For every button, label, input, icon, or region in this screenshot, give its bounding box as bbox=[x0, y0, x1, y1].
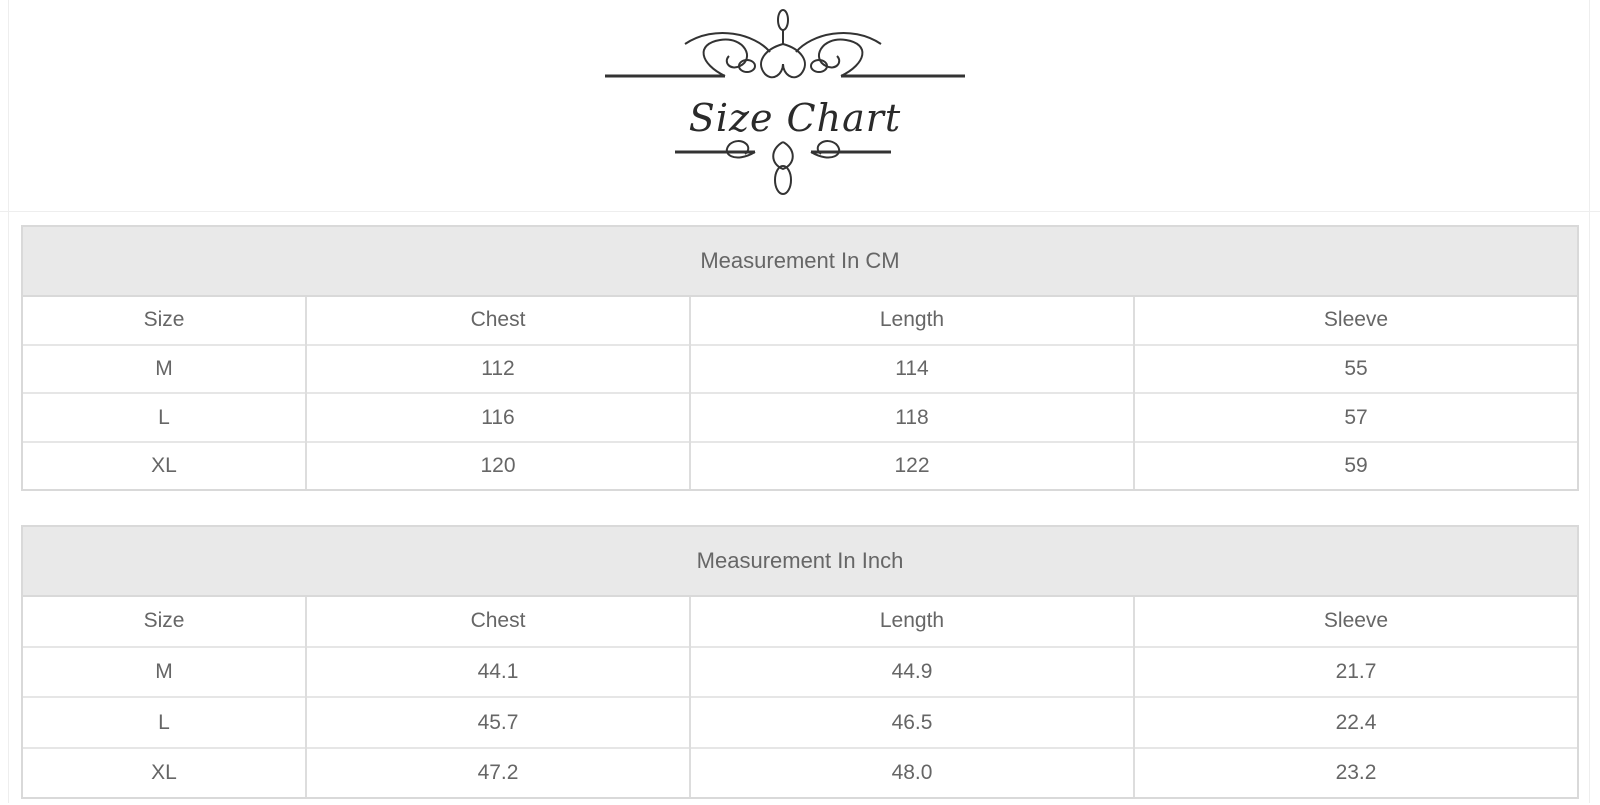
column-header: Chest bbox=[305, 596, 690, 647]
table-cell: 118 bbox=[689, 392, 1134, 443]
table-cell: 47.2 bbox=[305, 747, 690, 797]
table-cell: 57 bbox=[1133, 392, 1577, 443]
logo-text: Size Chart bbox=[688, 96, 902, 140]
column-header: Size bbox=[143, 308, 185, 332]
table-header-row: Size Chest Length Sleeve bbox=[23, 596, 1577, 647]
table-row: XL 47.2 48.0 23.2 bbox=[23, 747, 1577, 797]
table-cell: 116 bbox=[305, 392, 690, 443]
table-cell: 21.7 bbox=[1133, 645, 1577, 698]
table-cell: 23.2 bbox=[1133, 747, 1577, 797]
table-cell: 44.9 bbox=[689, 645, 1134, 698]
table-cell: 112 bbox=[305, 343, 690, 394]
table-cell: 114 bbox=[689, 343, 1134, 394]
table-title: Measurement In CM bbox=[23, 227, 1577, 297]
column-header: Length bbox=[689, 296, 1134, 345]
ornament-icon bbox=[605, 9, 965, 195]
table-cell: 22.4 bbox=[1133, 696, 1577, 749]
column-header: Sleeve bbox=[1133, 296, 1577, 345]
cm-table-container: Measurement In CM Size Chest Length Slee… bbox=[21, 225, 1579, 491]
table-cell: XL bbox=[23, 747, 306, 797]
column-header: Length bbox=[689, 596, 1134, 647]
inch-measurement-table: Measurement In Inch Size Chest Length Sl… bbox=[23, 527, 1577, 797]
table-cell: 45.7 bbox=[305, 696, 690, 749]
size-chart-logo: Size Chart bbox=[605, 4, 985, 200]
column-header: Chest bbox=[305, 296, 690, 345]
table-cell: M bbox=[23, 343, 306, 394]
table-row: M 112 114 55 bbox=[23, 343, 1577, 394]
table-cell: 48.0 bbox=[689, 747, 1134, 797]
table-title: Measurement In Inch bbox=[23, 527, 1577, 597]
page-header: Size Chart bbox=[0, 0, 1600, 212]
table-cell: L bbox=[23, 392, 306, 443]
inch-table-container: Measurement In Inch Size Chest Length Sl… bbox=[21, 525, 1579, 799]
table-cell: XL bbox=[23, 441, 306, 489]
table-row: M 44.1 44.9 21.7 bbox=[23, 645, 1577, 698]
table-cell: 55 bbox=[1133, 343, 1577, 394]
table-cell: 120 bbox=[305, 441, 690, 489]
table-row: L 45.7 46.5 22.4 bbox=[23, 696, 1577, 749]
table-cell: L bbox=[23, 696, 306, 749]
table-row: XL 120 122 59 bbox=[23, 441, 1577, 489]
table-cell: 122 bbox=[689, 441, 1134, 489]
table-cell: 59 bbox=[1133, 441, 1577, 489]
table-row: L 116 118 57 bbox=[23, 392, 1577, 443]
cm-measurement-table: Measurement In CM Size Chest Length Slee… bbox=[23, 227, 1577, 489]
page-frame bbox=[8, 0, 1590, 803]
table-cell: M bbox=[23, 645, 306, 698]
column-header: Sleeve bbox=[1133, 596, 1577, 647]
table-cell: 44.1 bbox=[305, 645, 690, 698]
table-cell: 46.5 bbox=[689, 696, 1134, 749]
table-header-row: Size Chest Length Sleeve bbox=[23, 296, 1577, 345]
column-header: Size bbox=[143, 609, 185, 633]
